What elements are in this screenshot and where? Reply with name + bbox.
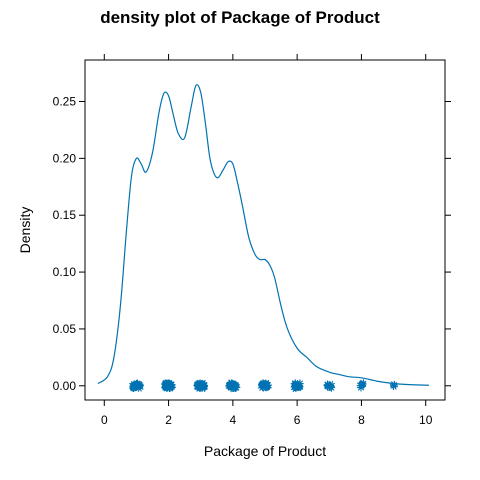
x-tick-label: 8 — [358, 413, 365, 427]
x-tick-label: 0 — [101, 413, 108, 427]
rug-point — [196, 383, 201, 392]
rug-point — [392, 380, 396, 389]
rug-point — [290, 383, 299, 386]
y-tick-label: 0.10 — [53, 265, 77, 279]
rug-point-group — [323, 380, 336, 392]
y-tick-label: 0.20 — [53, 151, 77, 165]
rug-point — [296, 380, 304, 387]
rug-points — [129, 379, 399, 393]
y-tick-label: 0.15 — [53, 208, 77, 222]
rug-point-group — [257, 379, 273, 392]
x-axis: 0 2 4 6 8 10 — [101, 54, 433, 427]
y-axis-label: Density — [17, 207, 33, 254]
rug-point — [135, 381, 141, 389]
density-line — [97, 84, 429, 386]
x-tick-label: 6 — [294, 413, 301, 427]
y-tick-label: 0.05 — [53, 322, 77, 336]
rug-point — [170, 382, 174, 391]
x-tick-label: 2 — [165, 413, 172, 427]
rug-point-group — [129, 379, 144, 393]
rug-point-group — [356, 379, 367, 392]
rug-point-group — [193, 379, 209, 392]
rug-point — [358, 382, 367, 387]
rug-point-group — [389, 380, 399, 391]
x-tick-label: 10 — [419, 413, 433, 427]
x-tick-label: 4 — [230, 413, 237, 427]
rug-point — [227, 383, 236, 390]
y-tick-label: 0.00 — [53, 379, 77, 393]
x-axis-label: Package of Product — [204, 443, 326, 459]
chart-title: density plot of Package of Product — [100, 8, 380, 27]
rug-point — [166, 381, 170, 390]
rug-point-group — [290, 379, 304, 393]
rug-point-group — [161, 379, 177, 393]
rug-point — [323, 385, 333, 388]
y-axis: 0.00 0.05 0.10 0.15 0.20 0.25 — [53, 95, 451, 393]
rug-point-group — [225, 379, 241, 393]
y-tick-label: 0.25 — [53, 95, 77, 109]
plot-frame — [84, 59, 446, 401]
rug-point — [262, 384, 271, 390]
